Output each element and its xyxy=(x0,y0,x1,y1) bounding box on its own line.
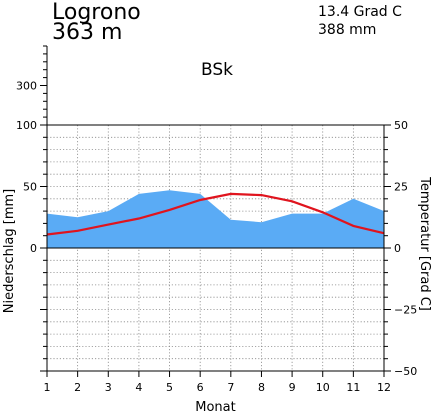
temperature-line xyxy=(46,192,385,236)
x-tick-label: 4 xyxy=(135,381,142,394)
annual-precipitation: 388 mm xyxy=(318,22,377,38)
precipitation-area xyxy=(47,190,384,248)
axis-ticks xyxy=(40,124,391,377)
upper-precipitation-scale xyxy=(40,45,48,126)
left-tick-label: 300 xyxy=(16,80,37,93)
left-axis-label: Niederschlag [mm] xyxy=(2,189,17,314)
x-tick-label: 7 xyxy=(227,381,234,394)
x-tick-label: 8 xyxy=(258,381,265,394)
right-tick-label: −50 xyxy=(394,365,417,378)
climate-classification: BSk xyxy=(201,60,233,80)
x-tick-label: 3 xyxy=(105,381,112,394)
left-axis-tick-labels: 300 100 50 0 xyxy=(16,80,37,256)
x-tick-label: 5 xyxy=(166,381,173,394)
right-tick-label: 50 xyxy=(394,119,408,132)
left-tick-label: 0 xyxy=(30,242,37,255)
x-tick-label: 1 xyxy=(44,381,51,394)
left-tick-label: 50 xyxy=(23,181,37,194)
x-tick-label: 12 xyxy=(377,381,391,394)
station-elevation: 363 m xyxy=(52,20,123,45)
right-tick-label: 25 xyxy=(394,181,408,194)
left-tick-label: 100 xyxy=(16,119,37,132)
station-name: Logrono xyxy=(52,0,141,25)
right-axis-tick-labels: 50 25 0 −25 −50 xyxy=(394,119,417,378)
mean-temperature: 13.4 Grad C xyxy=(318,4,402,20)
right-tick-label: 0 xyxy=(394,242,401,255)
right-axis-label: Temperatur [Grad C] xyxy=(417,176,432,311)
x-axis-tick-labels: 1 2 3 4 5 6 7 8 9 10 11 12 xyxy=(44,381,392,394)
right-tick-label: −25 xyxy=(394,304,417,317)
x-tick-label: 10 xyxy=(316,381,330,394)
x-tick-label: 11 xyxy=(346,381,360,394)
x-axis-label: Monat xyxy=(195,400,235,415)
chart-grid xyxy=(47,125,384,371)
x-tick-label: 2 xyxy=(74,381,81,394)
x-tick-label: 9 xyxy=(289,381,296,394)
x-tick-label: 6 xyxy=(197,381,204,394)
